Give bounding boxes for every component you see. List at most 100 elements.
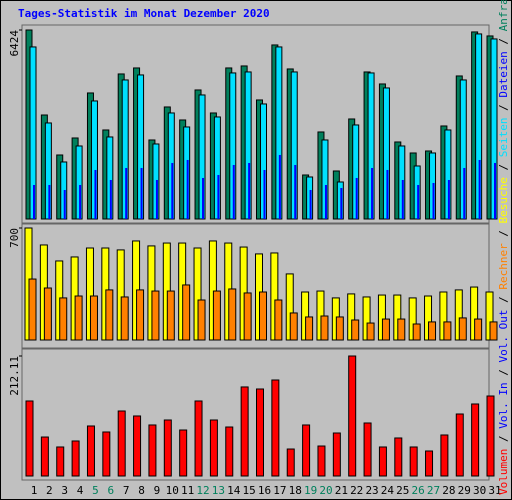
- x-tick-label: 27: [427, 484, 440, 497]
- bar: [386, 169, 389, 219]
- bar: [474, 318, 483, 341]
- bar: [486, 395, 495, 477]
- y-tick-label: 700: [8, 228, 21, 248]
- x-tick-label: 8: [138, 484, 145, 497]
- bar: [256, 388, 264, 477]
- x-tick-label: 26: [412, 484, 425, 497]
- bar: [425, 450, 434, 477]
- x-tick-label: 21: [335, 484, 348, 497]
- bar: [401, 179, 404, 219]
- bar: [294, 164, 297, 219]
- bar: [397, 318, 406, 341]
- bar: [443, 321, 452, 341]
- bar: [455, 413, 464, 477]
- x-tick-label: 23: [365, 484, 378, 497]
- bar: [28, 278, 37, 341]
- bar: [56, 446, 65, 477]
- bar: [489, 321, 498, 341]
- bar: [366, 322, 375, 341]
- x-tick-label: 5: [92, 484, 99, 497]
- legend: Volumen / Vol. In / Vol. Out / Rechner /…: [497, 0, 510, 495]
- x-tick-label: 4: [77, 484, 84, 497]
- bar: [25, 400, 34, 477]
- y-tick-label: 6424: [8, 30, 21, 57]
- bar: [440, 434, 449, 477]
- bar: [271, 379, 280, 477]
- bar: [197, 299, 206, 341]
- legend-entry: Dateien: [497, 51, 510, 97]
- x-tick-label: 18: [289, 484, 302, 497]
- legend-separator: /: [497, 157, 510, 177]
- bar: [48, 184, 51, 219]
- x-tick-label: 13: [212, 484, 225, 497]
- bar: [63, 189, 66, 219]
- bar: [412, 323, 421, 341]
- bar: [363, 422, 372, 477]
- bar: [409, 446, 418, 477]
- x-tick-label: 2: [46, 484, 53, 497]
- bar: [371, 167, 374, 219]
- bar: [259, 291, 267, 341]
- bar: [43, 287, 52, 341]
- bar: [447, 179, 450, 219]
- bar: [471, 403, 480, 477]
- bar: [228, 288, 237, 341]
- bar: [428, 321, 437, 341]
- bar: [212, 290, 221, 341]
- bar: [86, 425, 95, 477]
- legend-entry: Seiten: [497, 117, 510, 157]
- bar: [463, 167, 466, 219]
- bar: [286, 448, 295, 477]
- bar: [378, 446, 387, 477]
- bar: [102, 431, 111, 477]
- x-tick-label: 16: [258, 484, 271, 497]
- bar: [240, 386, 249, 477]
- x-tick-label: 25: [396, 484, 409, 497]
- bar: [120, 296, 129, 341]
- bar: [151, 290, 160, 341]
- bar: [458, 317, 467, 341]
- bar: [335, 316, 344, 341]
- bar: [305, 316, 314, 341]
- bar: [94, 169, 97, 219]
- bar: [381, 318, 390, 341]
- bar: [179, 429, 188, 477]
- bar: [71, 440, 80, 477]
- x-tick-label: 3: [61, 484, 68, 497]
- x-tick-label: 20: [319, 484, 332, 497]
- bar: [125, 167, 128, 219]
- bar: [289, 312, 298, 341]
- legend-separator: /: [497, 363, 510, 383]
- chart-title: Tages-Statistik im Monat Dezember 2020: [18, 7, 270, 20]
- x-tick-label: 28: [442, 484, 455, 497]
- bar: [317, 445, 326, 477]
- bar: [74, 295, 83, 341]
- legend-entry: Vol. In: [497, 382, 510, 428]
- legend-separator: /: [497, 31, 510, 51]
- bar: [494, 162, 496, 219]
- bar: [417, 184, 420, 219]
- bar: [59, 297, 68, 341]
- bar: [105, 289, 114, 341]
- bar: [309, 189, 312, 219]
- x-tick-label: 24: [381, 484, 395, 497]
- y-tick-label: 212.11: [8, 356, 21, 396]
- x-tick-label: 29: [458, 484, 471, 497]
- bar: [117, 410, 126, 477]
- x-tick-label: 30: [473, 484, 486, 497]
- x-tick-label: 15: [243, 484, 256, 497]
- bar: [278, 154, 281, 219]
- bar: [348, 355, 357, 477]
- bar: [248, 162, 251, 219]
- bar: [232, 164, 235, 219]
- bar: [478, 159, 481, 219]
- x-tick-label: 9: [154, 484, 161, 497]
- bar: [302, 424, 311, 477]
- legend-entry: Besuche: [497, 177, 510, 223]
- bar: [140, 167, 143, 219]
- x-tick-label: 1: [31, 484, 38, 497]
- bar: [355, 177, 358, 219]
- bar: [155, 179, 158, 219]
